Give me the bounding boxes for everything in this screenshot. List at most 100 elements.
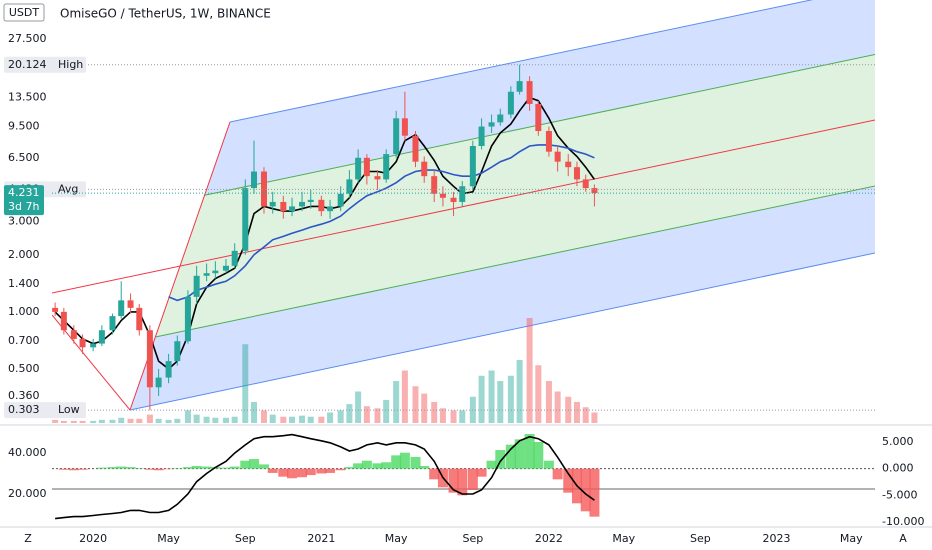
main-pane [52,64,598,423]
marker-box [4,56,86,73]
volume-bar [412,386,419,423]
histogram-bar [134,468,145,469]
osc-pane [52,433,875,520]
histogram-bar [125,467,136,469]
marker-name: High [58,58,83,71]
marker-name: Avg [58,182,78,195]
candle-body [203,273,210,276]
x-tick-label: 2023 [762,532,790,545]
candle-body [554,151,561,162]
marker-name: Low [58,403,80,416]
pitchfork-zone [204,0,875,196]
volume-bar [231,416,238,423]
volume-bar [507,375,514,423]
x-tick-label: Sep [690,532,711,545]
candle-body [469,146,476,187]
candle-body [260,171,267,207]
histogram-bar [182,467,193,469]
candle-body [269,201,276,207]
y2-tick-label: -5.000 [882,488,917,501]
volume-bar [222,417,229,423]
candle-body [421,161,428,177]
volume-bar [526,318,533,423]
candle-body [251,171,258,189]
y-tick-label: 13.500 [8,91,47,104]
histogram-bar [344,467,355,469]
pitchfork-line [229,0,814,123]
volume-bar [90,420,97,423]
y-tick-label: 2.000 [8,248,40,261]
candle-body [393,118,400,155]
y2-tick-label: -10.000 [882,515,924,528]
histogram-bar [533,442,544,469]
pitchfork-line [155,185,875,338]
histogram-bar [229,466,240,469]
candle-body [507,91,514,115]
control[interactable]: Z [24,532,32,545]
pitchfork-median [52,119,875,294]
volume-bar [431,402,438,423]
histogram-bar [372,463,383,469]
x-tick-label: May [840,532,863,545]
volume-bar [52,419,59,423]
histogram-bar [335,468,346,471]
volume-bar [184,410,191,423]
candle-body [52,307,59,312]
histogram-bar [391,455,402,469]
volume-bar [363,406,370,423]
histogram-bar [524,434,535,469]
candle-body [439,193,446,198]
candle-body [526,81,533,104]
histogram-bar [316,468,327,474]
volume-bar [79,420,86,423]
histogram-bar [410,456,421,469]
x-tick-label: 2021 [307,532,335,545]
histogram-bar [476,468,487,477]
histogram-bar [361,460,372,469]
volume-bar [582,407,589,423]
histogram-bar [96,467,107,469]
histogram-bar [399,452,410,469]
volume-bar [269,414,276,423]
histogram-bar [287,468,298,479]
volume-bar [60,420,67,423]
candle-body [431,176,438,194]
y-tick-label: 1.000 [8,305,40,318]
histogram-bar [563,468,574,493]
candle-body [231,250,238,266]
marker-value: 20.124 [8,58,47,71]
y-tick-label: 40.000 [8,446,47,459]
control[interactable]: A [899,532,907,545]
histogram-bar [220,467,231,469]
histogram-bar [107,467,118,469]
candle-body [155,377,162,388]
volume-bar [478,375,485,423]
candle-body [545,131,552,152]
currency-box[interactable] [3,3,45,22]
x-tick-label: 2022 [535,532,563,545]
volume-bar [337,410,344,423]
volume-bar [401,370,408,423]
candle-body [127,300,134,308]
histogram-bar [381,462,392,469]
volume-bar [488,370,495,423]
y-tick-label: 27.500 [8,32,47,45]
pitchfork-line [129,252,875,411]
histogram-bar [543,460,554,469]
pitchfork [52,0,875,412]
y-tick-label: 20.000 [8,487,47,500]
volume-bar [318,416,325,423]
histogram-bar [201,466,212,469]
x-tick-label: Sep [462,532,483,545]
candle-body [165,361,172,378]
histogram-bar [163,468,174,470]
histogram-bar [448,468,459,493]
candle-body [280,201,287,212]
moving-average [54,96,596,370]
volume-bar [393,381,400,423]
volume-bar [459,410,466,423]
histogram-bar [552,468,563,480]
volume-bar [98,419,105,423]
candle-body [242,188,249,251]
last-price: 4.231 [8,186,40,199]
